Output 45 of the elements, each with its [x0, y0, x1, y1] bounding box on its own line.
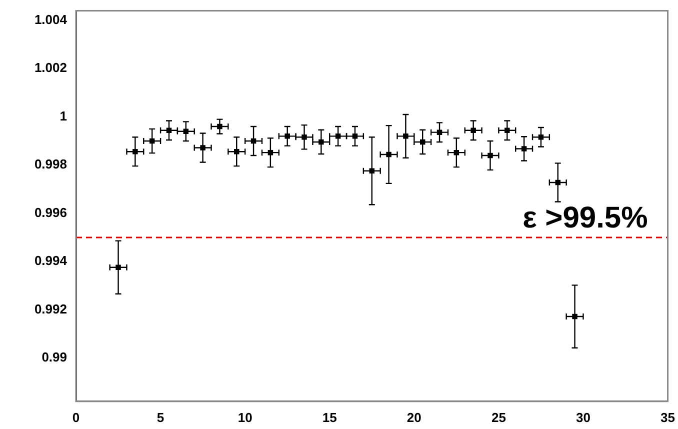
y-tick-label: 0.998 — [34, 156, 67, 172]
x-tick-label: 10 — [238, 410, 252, 425]
point — [352, 134, 358, 139]
point — [234, 148, 240, 154]
point — [200, 145, 206, 150]
point — [504, 128, 510, 134]
point — [488, 152, 493, 158]
y-tick-label: 1.004 — [34, 12, 68, 28]
point — [555, 180, 560, 186]
point — [149, 138, 155, 144]
point — [420, 139, 426, 145]
point — [521, 146, 527, 152]
point — [436, 130, 442, 135]
point — [166, 128, 172, 134]
point — [132, 148, 138, 154]
y-tick-label: 0.996 — [34, 204, 67, 220]
point — [403, 134, 408, 139]
point — [302, 134, 307, 140]
x-tick-label: 25 — [491, 410, 506, 425]
point — [572, 314, 578, 320]
x-tick-label: 20 — [406, 410, 422, 425]
x-tick-label: 0 — [72, 410, 80, 425]
x-tick-label: 5 — [156, 410, 164, 425]
y-tick-label: 0.994 — [34, 253, 68, 268]
y-tick-label: 1 — [60, 108, 67, 124]
point — [250, 138, 256, 144]
y-tick-label: 1.002 — [34, 60, 67, 76]
point — [454, 150, 460, 156]
point — [217, 124, 222, 130]
point — [386, 152, 392, 158]
point — [116, 264, 121, 270]
point — [318, 139, 324, 145]
x-tick-label: 30 — [576, 410, 590, 425]
y-tick-label: 0.99 — [42, 350, 67, 365]
x-tick-label: 15 — [322, 410, 337, 425]
point — [538, 134, 544, 140]
point — [369, 168, 375, 174]
ref-line-label: ε >99.5% — [522, 202, 648, 235]
x-tick-label: 35 — [660, 410, 676, 425]
y-tick-label: 0.992 — [34, 301, 67, 316]
point — [284, 134, 290, 139]
point — [335, 134, 341, 139]
point — [183, 128, 189, 134]
point — [268, 150, 274, 156]
point — [470, 128, 476, 134]
